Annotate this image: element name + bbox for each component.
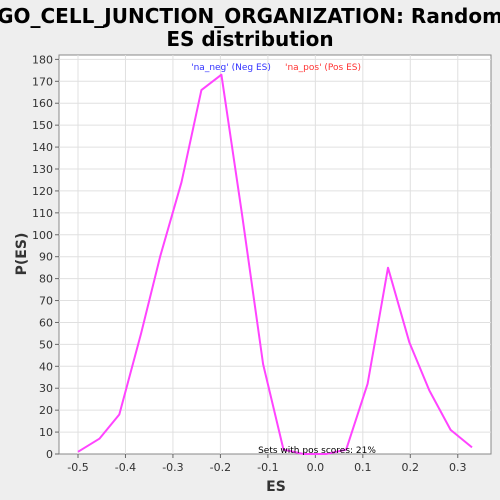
y-tick-label: 150 [32, 119, 53, 132]
pos-scores-annotation: Sets with pos scores: 21% [258, 446, 376, 456]
x-tick-label: -0.1 [257, 461, 278, 474]
y-tick-label: 180 [32, 53, 53, 66]
axes: 0 10 20 30 40 50 60 70 80 90 100 110 120 130 140 150 160… [32, 53, 467, 474]
legend-item-pos: 'na_pos' (Pos ES) [285, 63, 361, 73]
y-tick-label: 160 [32, 97, 53, 110]
y-tick-label: 120 [32, 185, 53, 198]
y-tick-label: 50 [39, 338, 53, 351]
y-tick-label: 20 [39, 404, 53, 417]
y-tick-label: 0 [46, 448, 53, 461]
y-tick-label: 100 [32, 229, 53, 242]
series-group [77, 73, 473, 455]
plot-area [58, 54, 492, 455]
x-axis-label: ES [266, 479, 286, 495]
y-tick-label: 130 [32, 163, 53, 176]
y-tick-label: 90 [39, 251, 53, 264]
y-tick-label: 30 [39, 382, 53, 395]
series-line [77, 73, 473, 455]
y-tick-label: 110 [32, 207, 53, 220]
chart-title-line2: ES distribution [166, 27, 333, 51]
y-tick-label: 140 [32, 141, 53, 154]
x-tick-label: 0.1 [354, 461, 372, 474]
y-tick-label: 170 [32, 75, 53, 88]
x-tick-label: -0.4 [115, 461, 136, 474]
chart-title-line1: GO_CELL_JUNCTION_ORGANIZATION: Random [0, 4, 500, 28]
y-tick-label: 10 [39, 426, 53, 439]
y-tick-label: 80 [39, 273, 53, 286]
legend: 'na_neg' (Neg ES) 'na_pos' (Pos ES) [191, 63, 361, 73]
x-tick-label: -0.3 [162, 461, 183, 474]
y-tick-label: 60 [39, 316, 53, 329]
x-tick-label: 0.2 [402, 461, 420, 474]
legend-item-neg: 'na_neg' (Neg ES) [191, 63, 271, 73]
x-tick-label: -0.5 [67, 461, 88, 474]
x-tick-label: 0.3 [449, 461, 467, 474]
x-tick-label: -0.2 [210, 461, 231, 474]
y-tick-label: 40 [39, 360, 53, 373]
y-tick-label: 70 [39, 295, 53, 308]
y-axis-label: P(ES) [14, 233, 30, 276]
x-tick-label: 0.0 [307, 461, 325, 474]
